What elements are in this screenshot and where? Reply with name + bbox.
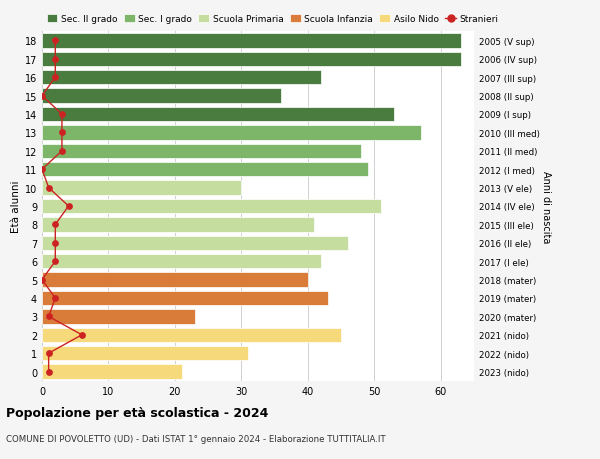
Point (50, 74, 60, 82)
Point (37, 93, 47, 100)
Point (57, 111, 67, 118)
Y-axis label: Età alunni: Età alunni (11, 180, 20, 233)
Point (50, 38, 60, 45)
Bar (42, 34, 461, 49)
Bar (42, 273, 308, 287)
Point (50, 258, 60, 265)
Bar (42, 236, 348, 251)
Point (50, 56, 60, 63)
Bar (42, 346, 248, 361)
Bar (42, 181, 241, 196)
Bar (42, 107, 394, 122)
Y-axis label: Anni di nascita: Anni di nascita (541, 170, 551, 243)
Bar (42, 162, 368, 177)
Point (50, 295, 60, 302)
Point (44, 313, 53, 320)
Point (44, 185, 53, 192)
Legend: Sec. II grado, Sec. I grado, Scuola Primaria, Scuola Infanzia, Asilo Nido, Stran: Sec. II grado, Sec. I grado, Scuola Prim… (47, 15, 499, 24)
Point (44, 350, 53, 357)
Point (50, 221, 60, 229)
Bar (42, 364, 182, 379)
Bar (42, 89, 281, 104)
Point (44, 368, 53, 375)
Point (37, 166, 47, 174)
Bar (42, 52, 461, 67)
Point (50, 240, 60, 247)
Bar (42, 71, 321, 85)
Point (77, 331, 86, 339)
Point (57, 148, 67, 155)
Bar (42, 144, 361, 159)
Bar (42, 199, 381, 214)
Point (64, 203, 73, 210)
Bar (42, 328, 341, 342)
Bar (42, 254, 321, 269)
Point (57, 129, 67, 137)
Bar (42, 126, 421, 140)
Point (37, 276, 47, 284)
Bar (42, 218, 314, 232)
Bar (42, 309, 195, 324)
Text: COMUNE DI POVOLETTO (UD) - Dati ISTAT 1° gennaio 2024 - Elaborazione TUTTITALIA.: COMUNE DI POVOLETTO (UD) - Dati ISTAT 1°… (6, 434, 386, 443)
Text: Popolazione per età scolastica - 2024: Popolazione per età scolastica - 2024 (6, 406, 268, 419)
Bar (42, 291, 328, 306)
